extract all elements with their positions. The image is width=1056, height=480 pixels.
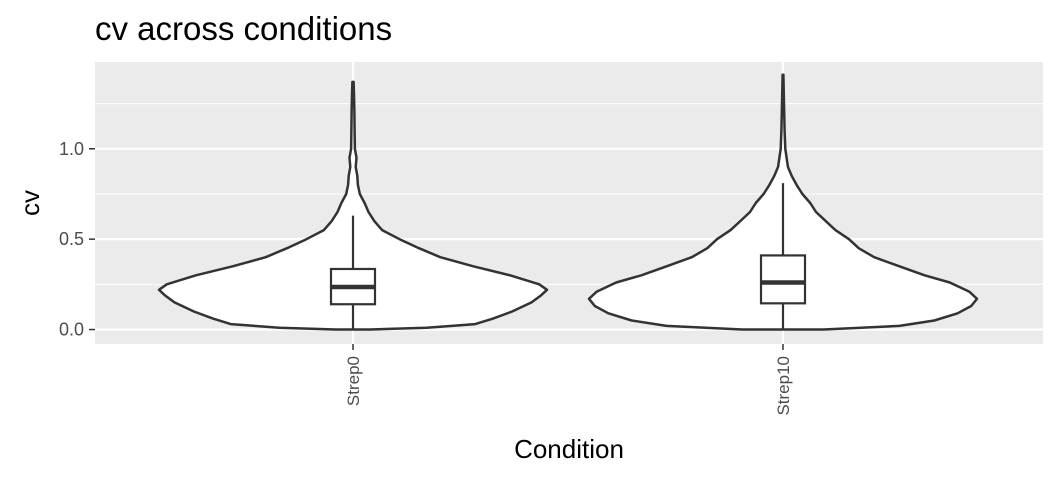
axes: 0.0 0.5 1.0 Strep0 Strep10 xyxy=(59,139,793,416)
x-tick-label-Strep0: Strep0 xyxy=(344,356,363,406)
y-tick-label: 1.0 xyxy=(59,139,84,159)
y-tick-label: 0.0 xyxy=(59,320,84,340)
boxplots xyxy=(329,183,807,330)
box-iqr xyxy=(759,254,807,305)
x-axis-title: Condition xyxy=(514,434,624,464)
y-tick-label: 0.5 xyxy=(59,229,84,249)
violin-Strep0 xyxy=(157,80,549,331)
y-axis-title: cv xyxy=(15,190,45,216)
x-tick-label-Strep10: Strep10 xyxy=(774,356,793,416)
chart-title: cv across conditions xyxy=(95,10,392,47)
